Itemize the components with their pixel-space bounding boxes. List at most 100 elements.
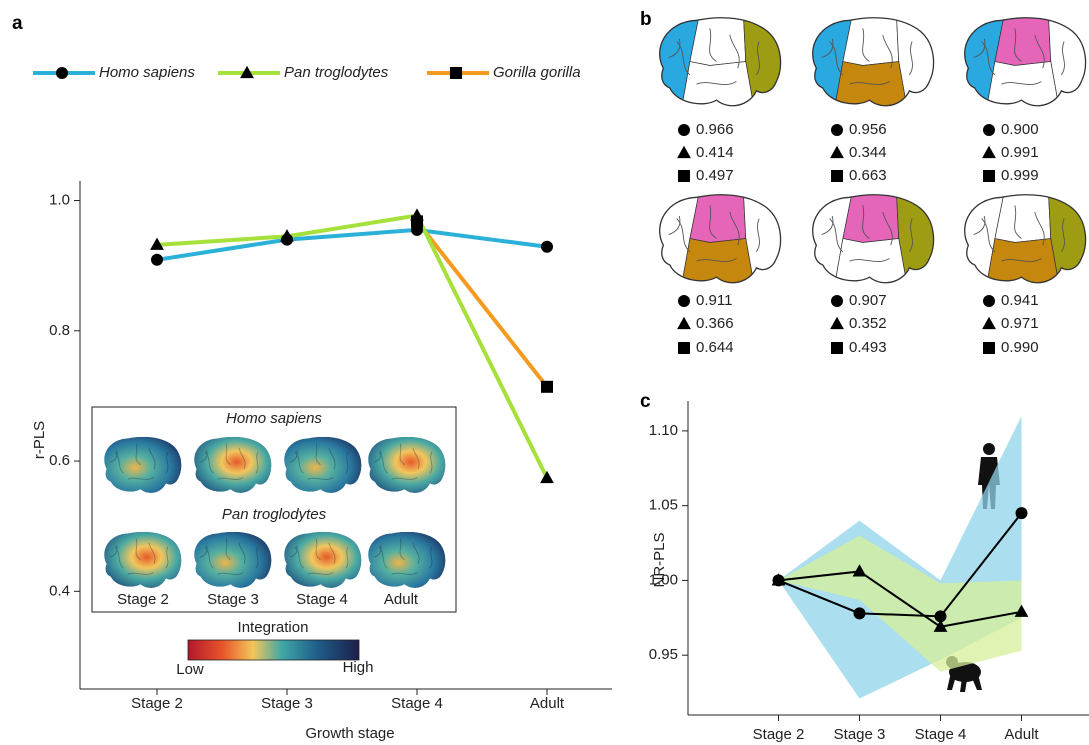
brain-regions xyxy=(284,532,361,588)
marker xyxy=(983,295,995,307)
marker xyxy=(831,124,843,136)
brain-region xyxy=(984,239,1061,299)
brain-regions xyxy=(194,437,271,493)
y-tick-label: 0.6 xyxy=(49,452,70,469)
marker xyxy=(831,170,843,182)
legend-label: Homo sapiens xyxy=(99,64,195,81)
brain xyxy=(368,532,445,588)
brain-surface xyxy=(194,532,271,588)
inset-column-label: Stage 3 xyxy=(207,591,259,608)
marker xyxy=(982,317,996,329)
brain-region xyxy=(743,185,790,298)
x-axis-label: Growth stage xyxy=(305,725,394,742)
brain-region xyxy=(995,8,1051,65)
brain-region xyxy=(843,8,899,65)
brain-regions xyxy=(796,185,942,298)
brain-regions xyxy=(948,8,1089,121)
y-axis-label: NR-PLS xyxy=(651,532,668,587)
brain-surface xyxy=(104,532,181,588)
inset-column-label: Adult xyxy=(384,591,419,608)
brain-region xyxy=(896,8,943,121)
y-tick-label: 1.10 xyxy=(649,422,678,439)
x-tick-label: Stage 3 xyxy=(261,695,313,712)
brain-regions xyxy=(104,437,181,493)
marker xyxy=(677,146,691,158)
brain-surface xyxy=(368,437,445,493)
brain xyxy=(194,437,271,493)
y-tick-label: 0.8 xyxy=(49,322,70,339)
panel-label: c xyxy=(640,391,651,412)
x-tick-label: Adult xyxy=(1004,726,1039,743)
value-label: 0.352 xyxy=(849,315,887,332)
brain xyxy=(796,8,942,121)
brain-regions xyxy=(796,8,942,121)
brain xyxy=(284,532,361,588)
figure: a b c 0.40.60.81.0Stage 2Stage 3Stage 4A… xyxy=(0,0,1089,745)
value-label: 0.493 xyxy=(849,339,887,356)
brain xyxy=(104,532,181,588)
brain-surface xyxy=(104,437,181,493)
y-tick-label: 1.0 xyxy=(49,192,70,209)
x-tick-label: Stage 2 xyxy=(753,726,805,743)
x-tick-label: Stage 3 xyxy=(834,726,886,743)
x-tick-label: Stage 4 xyxy=(915,726,967,743)
brain-regions xyxy=(643,8,789,121)
brain-surface xyxy=(284,532,361,588)
value-label: 0.366 xyxy=(696,315,734,332)
x-tick-label: Adult xyxy=(530,695,565,712)
value-label: 0.644 xyxy=(696,339,734,356)
brain xyxy=(284,437,361,493)
marker xyxy=(678,295,690,307)
value-label: 0.966 xyxy=(696,121,734,138)
brain-region xyxy=(984,62,1061,122)
panel-label: a xyxy=(12,13,23,34)
brain-regions xyxy=(368,437,445,493)
marker xyxy=(450,67,462,79)
value-label: 0.663 xyxy=(849,167,887,184)
brain-region xyxy=(995,185,1051,242)
x-tick-label: Stage 2 xyxy=(131,695,183,712)
marker xyxy=(983,170,995,182)
brain-regions xyxy=(194,532,271,588)
brain-region xyxy=(832,62,909,122)
marker xyxy=(831,342,843,354)
brain-region xyxy=(690,185,746,242)
marker xyxy=(541,241,553,253)
legend-label: Gorilla gorilla xyxy=(493,64,581,81)
marker xyxy=(678,124,690,136)
marker xyxy=(677,317,691,329)
brain-surface xyxy=(194,437,271,493)
marker xyxy=(541,381,553,393)
brain-region xyxy=(690,8,746,65)
brain-region xyxy=(843,185,899,242)
brain xyxy=(194,532,271,588)
brain-region xyxy=(679,239,756,299)
marker xyxy=(831,295,843,307)
brain-regions xyxy=(368,532,445,588)
brain-regions xyxy=(104,532,181,588)
brain-region xyxy=(896,185,943,298)
marker xyxy=(678,342,690,354)
brain xyxy=(643,185,789,298)
panel-label: b xyxy=(640,9,652,30)
value-label: 0.344 xyxy=(849,144,887,161)
brain-regions xyxy=(284,437,361,493)
inset-row-title: Pan troglodytes xyxy=(222,506,327,523)
inset-row-title: Homo sapiens xyxy=(226,410,322,427)
value-label: 0.941 xyxy=(1001,292,1039,309)
marker xyxy=(830,146,844,158)
brain-region xyxy=(743,8,790,121)
marker xyxy=(854,607,866,619)
brain xyxy=(948,185,1089,298)
value-label: 0.990 xyxy=(1001,339,1039,356)
y-tick-label: 0.95 xyxy=(649,646,678,663)
value-label: 0.991 xyxy=(1001,144,1039,161)
marker xyxy=(151,254,163,266)
brain-region xyxy=(679,62,756,122)
inset-column-label: Stage 2 xyxy=(117,591,169,608)
marker xyxy=(830,317,844,329)
y-axis-label: r-PLS xyxy=(31,421,48,459)
legend-label: Pan troglodytes xyxy=(284,64,389,81)
brain xyxy=(796,185,942,298)
brain xyxy=(104,437,181,493)
